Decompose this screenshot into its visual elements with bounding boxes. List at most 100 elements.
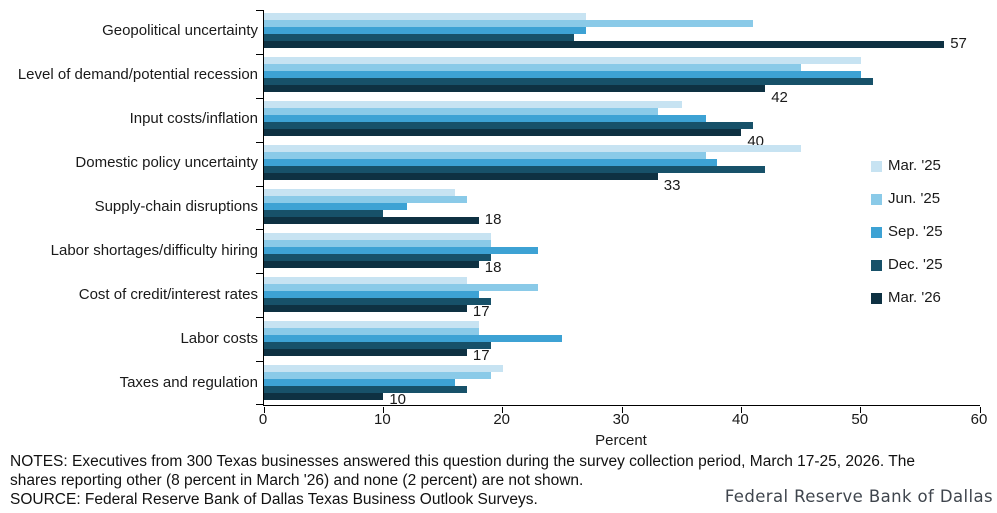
category-label: Labor shortages/difficulty hiring	[50, 241, 258, 259]
x-axis-tick	[621, 407, 623, 413]
x-tick-label: 40	[731, 411, 749, 428]
legend-label: Sep. '25	[888, 223, 943, 240]
bar	[264, 365, 503, 372]
x-axis-tick	[979, 407, 981, 413]
y-axis-tick	[256, 97, 263, 99]
x-axis-tick	[860, 407, 862, 413]
bar	[264, 379, 455, 386]
chart-notes: NOTES: Executives from 300 Texas busines…	[10, 452, 995, 509]
y-axis-tick	[256, 141, 263, 143]
value-label: 10	[389, 391, 407, 408]
bar	[264, 115, 706, 122]
bar-group: 33	[264, 145, 980, 193]
bar	[264, 27, 587, 34]
bar	[264, 159, 718, 166]
legend-label: Dec. '25	[888, 256, 943, 273]
source-line: SOURCE: Federal Reserve Bank of Dallas T…	[10, 491, 538, 508]
bar	[264, 85, 766, 92]
bar	[264, 342, 491, 349]
bar	[264, 298, 491, 305]
bar	[264, 233, 491, 240]
value-label: 18	[484, 259, 502, 276]
bar	[264, 13, 587, 20]
x-tick-label: 10	[373, 411, 391, 428]
value-label: 42	[771, 89, 788, 106]
y-axis-tick	[256, 317, 263, 319]
bar-group: 17	[264, 277, 980, 319]
legend-label: Jun. '25	[888, 190, 941, 207]
bar	[264, 152, 706, 159]
bar-group: 10	[264, 365, 980, 407]
legend-item: Sep. '25	[871, 224, 943, 240]
bar	[264, 108, 658, 115]
x-tick-label: 60	[970, 411, 988, 428]
bar-group: 17	[264, 321, 980, 363]
category-label: Domestic policy uncertainty	[75, 153, 258, 171]
legend-label: Mar. '26	[888, 289, 941, 306]
category-label: Cost of credit/interest rates	[78, 285, 258, 303]
y-axis-tick	[256, 273, 263, 275]
x-axis-title: Percent	[595, 432, 647, 449]
legend-swatch-icon	[871, 160, 882, 172]
bar	[264, 217, 479, 224]
bar	[264, 129, 742, 136]
plot-area: 57 42 40 33 18 18 17 17 10	[256, 10, 981, 413]
x-tick-label: 30	[612, 411, 630, 428]
category-label: Input costs/inflation	[129, 109, 258, 127]
legend-item: Mar. '26	[871, 290, 941, 306]
bar	[264, 196, 467, 203]
bar	[264, 291, 479, 298]
bar	[264, 64, 801, 71]
y-axis-tick	[256, 53, 263, 55]
bar	[264, 203, 408, 210]
bar	[264, 247, 539, 254]
category-label: Level of demand/potential recession	[17, 65, 258, 83]
value-label: 33	[663, 177, 681, 194]
x-axis-tick	[502, 407, 504, 413]
bar-group: 18	[264, 189, 980, 227]
category-label: Supply-chain disruptions	[94, 197, 258, 215]
dallasfed-wordmark: Federal Reserve Bank of Dallas	[724, 487, 993, 506]
bar-group: 42	[264, 57, 980, 105]
bar	[264, 284, 539, 291]
bar	[264, 166, 766, 173]
legend-swatch-icon	[871, 292, 882, 304]
bar-group: 18	[264, 233, 980, 275]
bar	[264, 189, 455, 196]
bar	[264, 261, 479, 268]
y-axis-tick	[256, 10, 263, 11]
bar	[264, 393, 384, 400]
y-axis-tick	[256, 185, 263, 187]
bar	[264, 328, 479, 335]
category-label: Geopolitical uncertainty	[102, 21, 258, 39]
bar	[264, 335, 563, 342]
legend-swatch-icon	[871, 226, 882, 238]
bar	[264, 321, 479, 328]
legend-item: Jun. '25	[871, 191, 940, 207]
bar	[264, 34, 575, 41]
y-axis-tick	[256, 404, 263, 405]
bar	[264, 78, 873, 85]
y-axis-tick	[256, 229, 263, 231]
value-label: 17	[472, 347, 490, 364]
bar	[264, 41, 945, 48]
bar	[264, 101, 682, 108]
bar-group: 40	[264, 101, 980, 149]
bar	[264, 210, 384, 217]
value-label: 57	[950, 35, 967, 52]
bar	[264, 305, 467, 312]
legend-item: Dec. '25	[871, 257, 943, 273]
bar	[264, 254, 491, 261]
bar	[264, 372, 491, 379]
value-label: 17	[472, 303, 490, 320]
bar	[264, 173, 658, 180]
legend-label: Mar. '25	[888, 157, 941, 174]
y-axis-tick	[256, 361, 263, 363]
x-axis-tick	[382, 407, 384, 413]
legend-swatch-icon	[871, 193, 882, 205]
bar	[264, 349, 467, 356]
bar	[264, 145, 801, 152]
notes-line: shares reporting other (8 percent in Mar…	[10, 472, 584, 489]
x-axis-tick	[263, 407, 265, 413]
